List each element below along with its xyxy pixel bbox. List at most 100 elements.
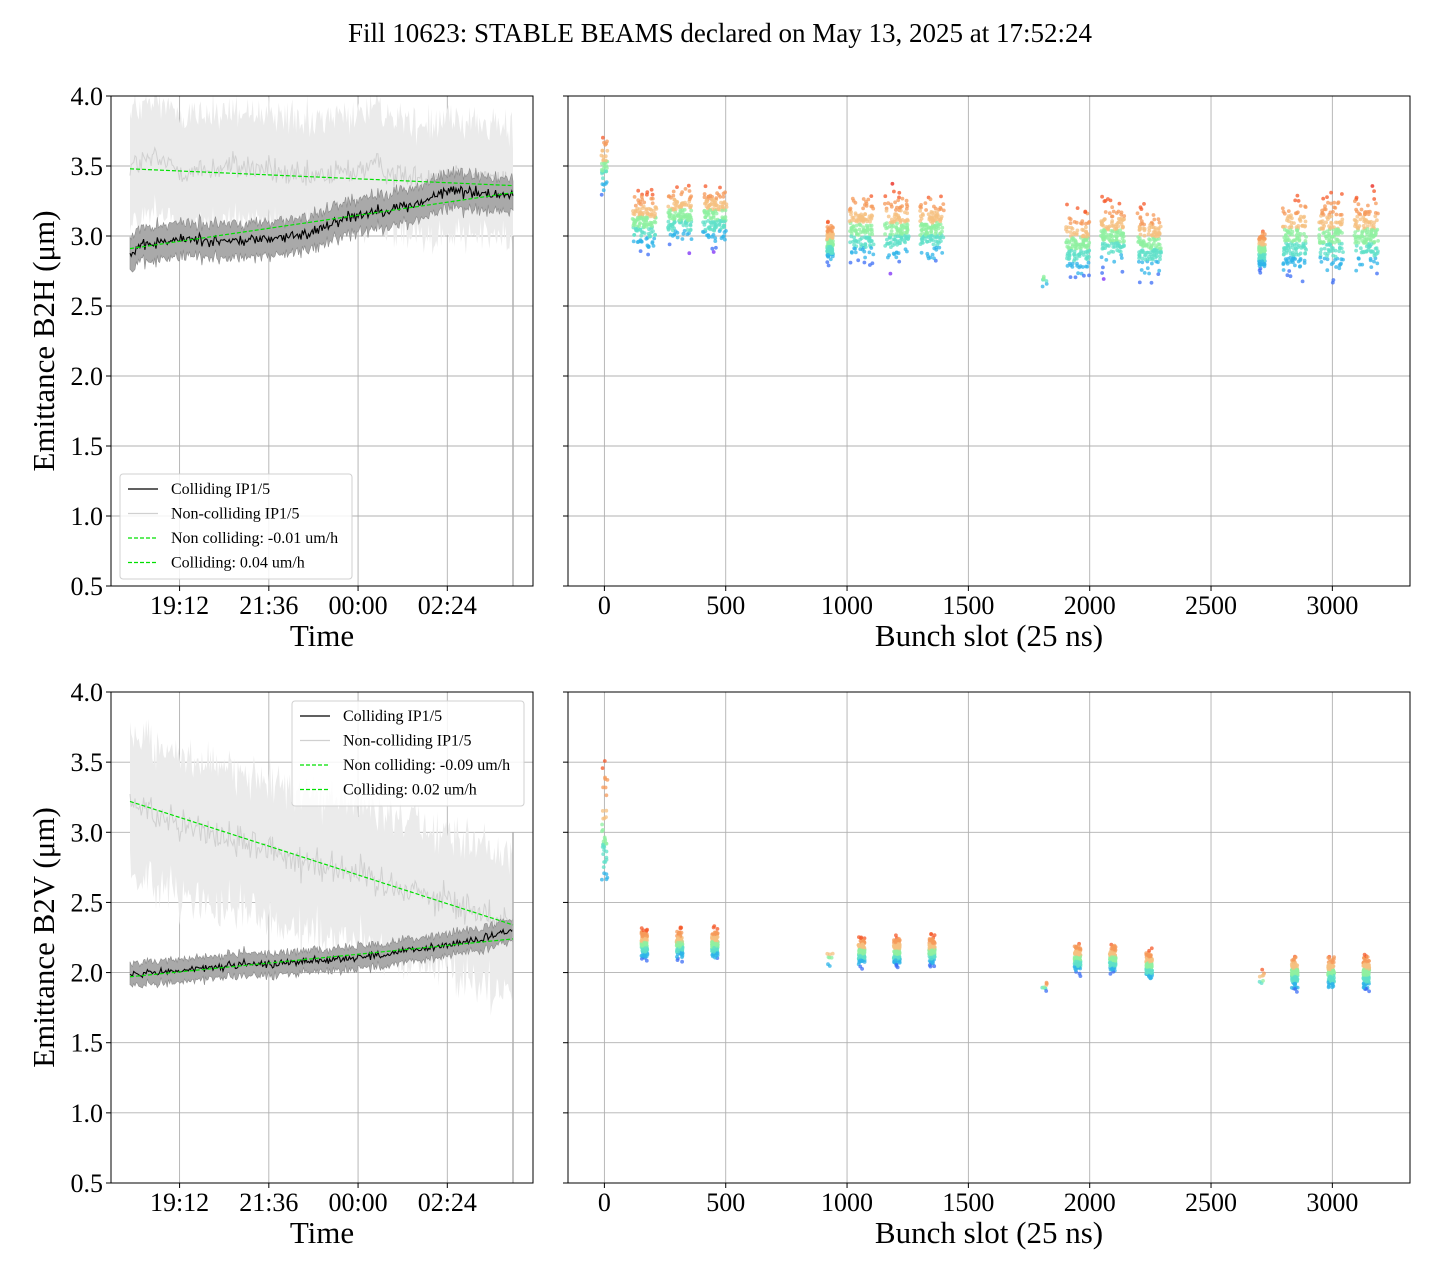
bunch-point <box>1370 184 1375 188</box>
bunch-point <box>1110 224 1115 228</box>
bunch-point <box>1112 259 1117 264</box>
bunch-point <box>644 958 649 963</box>
bunch-point <box>1115 241 1120 245</box>
bunch-point <box>644 215 649 220</box>
bunch-point <box>683 187 688 191</box>
bunch-point <box>857 222 862 227</box>
bunch-point <box>904 236 908 241</box>
plot-area <box>129 718 514 1183</box>
bunch-point <box>680 237 685 241</box>
bunch-point <box>861 955 866 960</box>
y-axis-label: Emittance B2H (μm) <box>26 210 61 471</box>
bunch-point <box>710 246 715 251</box>
bunch-point <box>897 195 901 200</box>
bunch-point <box>1292 961 1297 966</box>
bunch-point <box>1075 959 1080 964</box>
bunch-point <box>1329 221 1334 226</box>
bunch-point <box>720 208 725 213</box>
bunch-point <box>650 192 655 197</box>
bunch-point <box>847 219 852 224</box>
bunch-point <box>1258 246 1263 251</box>
bunch-point <box>1110 219 1115 223</box>
x-tick-label: 3000 <box>1306 591 1358 620</box>
bunch-point <box>1303 246 1308 251</box>
x-tick-label: 00:00 <box>328 1188 387 1217</box>
bunch-point <box>1156 272 1161 276</box>
bunch-point <box>1282 249 1286 254</box>
bunch-point <box>604 841 609 846</box>
bunch-point <box>632 222 637 227</box>
bunch-point <box>1119 253 1124 257</box>
bunch-point <box>603 777 608 781</box>
x-tick-label: 02:24 <box>418 1188 477 1217</box>
bunch-point <box>1115 221 1120 225</box>
y-tick-label: 3.0 <box>71 818 104 847</box>
bunch-point <box>1084 250 1088 254</box>
bunch-point <box>1360 229 1365 234</box>
axes-frame <box>567 691 1411 1184</box>
bunch-point <box>869 204 874 209</box>
bunch-point <box>893 200 897 205</box>
bunch-point <box>1286 230 1291 235</box>
bunch-point <box>1257 264 1262 268</box>
bunch-point <box>1044 989 1049 993</box>
bunch-point <box>1147 226 1152 230</box>
bunch-point <box>601 135 605 140</box>
bunch-point <box>1067 261 1072 266</box>
bunch-point <box>706 219 710 223</box>
bunch-point <box>1281 224 1285 229</box>
bunch-point <box>1150 254 1154 259</box>
bunch-point <box>1364 221 1368 225</box>
bunch-point <box>1065 256 1069 261</box>
bunch-point <box>1366 979 1371 984</box>
bunch-point <box>1280 206 1285 211</box>
bunch-point <box>641 928 646 933</box>
bunch-point <box>672 216 676 221</box>
bunch-point <box>883 224 887 228</box>
bunch-point <box>687 251 692 256</box>
bunch-point <box>826 219 830 224</box>
bunch-point <box>1068 230 1073 235</box>
bunch-point <box>894 962 899 967</box>
bunch-point <box>685 212 690 217</box>
bunch-point <box>1376 249 1380 254</box>
noncolliding-fit-line <box>129 800 514 926</box>
bunch-point <box>680 955 684 959</box>
bunch-point <box>1084 238 1088 243</box>
chart-top-left: 0.5 1.0 1.5 2.0 2.5 3.0 3.5 4.0 19:12 21:36 00:00 0… <box>26 82 534 653</box>
bunch-point <box>602 845 607 849</box>
bunch-point <box>888 241 892 246</box>
x-tick-label: 1000 <box>821 591 873 620</box>
bunch-point <box>1322 230 1327 235</box>
bunch-point <box>851 224 856 229</box>
bunch-point <box>889 225 894 230</box>
bunch-point <box>932 213 936 218</box>
bunch-point <box>630 217 635 221</box>
bunch-point <box>652 236 657 241</box>
bunch-point <box>1082 273 1086 278</box>
bunch-point <box>897 215 902 220</box>
bunch-point <box>710 234 714 239</box>
bunch-point <box>1101 234 1106 239</box>
bunch-point <box>666 204 671 209</box>
bunch-point <box>1288 274 1293 279</box>
bunch-point <box>894 255 899 260</box>
x-tick-label: 1000 <box>821 1188 873 1217</box>
bunch-point <box>604 793 609 798</box>
bunch-point <box>713 226 717 230</box>
bunch-point <box>713 200 718 205</box>
bunch-point <box>637 222 642 226</box>
bunch-point <box>1075 206 1080 211</box>
bunch-point <box>654 205 658 210</box>
bunch-point <box>605 875 610 880</box>
bunch-point <box>1100 271 1104 275</box>
bunch-point <box>938 231 942 236</box>
bunch-point <box>1119 256 1124 260</box>
bunch-point <box>677 211 681 216</box>
bunch-point <box>675 185 679 190</box>
bunch-point <box>1077 956 1081 961</box>
bunch-point <box>721 223 726 228</box>
bunch-point <box>1150 261 1154 266</box>
bunch-point <box>639 233 644 238</box>
bunch-point <box>670 234 675 238</box>
